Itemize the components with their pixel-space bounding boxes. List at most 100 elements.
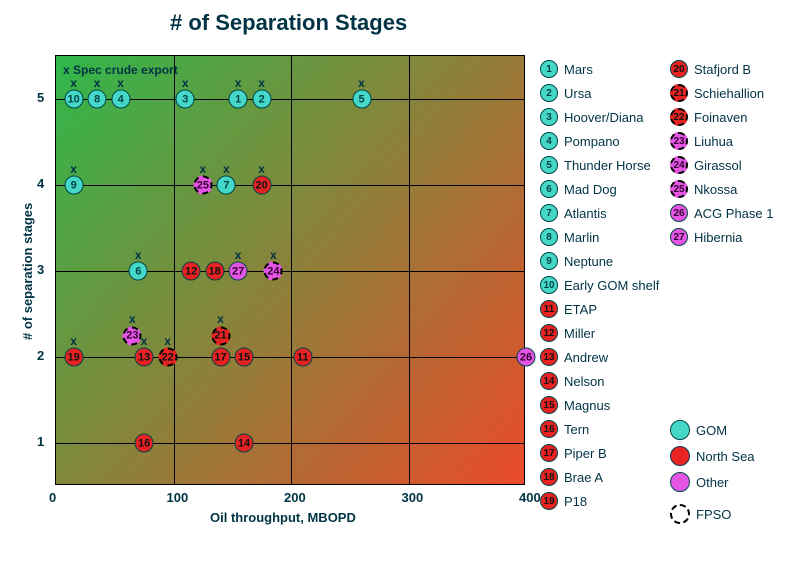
data-point-2: 2 (252, 90, 271, 109)
legend-label: ACG Phase 1 (694, 206, 774, 221)
legend-marker: 6 (540, 180, 558, 198)
legend-category-label: Other (696, 475, 729, 490)
spec-marker: x (217, 312, 224, 326)
data-point-27: 27 (229, 262, 248, 281)
legend-label: Atlantis (564, 206, 607, 221)
legend-item-13: 13 Andrew (540, 348, 608, 366)
legend-marker: 1 (540, 60, 558, 78)
legend-item-25: 25 Nkossa (670, 180, 737, 198)
legend-label: Miller (564, 326, 595, 341)
spec-marker: x (258, 162, 265, 176)
legend-label: Thunder Horse (564, 158, 651, 173)
legend-label: Magnus (564, 398, 610, 413)
gridline-vertical (174, 56, 175, 484)
legend-item-20: 20Stafjord B (670, 60, 751, 78)
legend-marker: 25 (670, 180, 688, 198)
legend-item-9: 9Neptune (540, 252, 613, 270)
legend-marker: 16 (540, 420, 558, 438)
data-point-26: 26 (517, 348, 536, 367)
spec-marker: x (164, 334, 171, 348)
legend-item-17: 17Piper B (540, 444, 607, 462)
legend-item-15: 15Magnus (540, 396, 610, 414)
legend-item-8: 8Marlin (540, 228, 599, 246)
data-point-1: 1 (229, 90, 248, 109)
legend-label: Brae A (564, 470, 603, 485)
legend-marker: 2 (540, 84, 558, 102)
data-point-12: 12 (182, 262, 201, 281)
data-point-11: 11 (293, 348, 312, 367)
legend-marker: 24 (670, 156, 688, 174)
data-point-18: 18 (205, 262, 224, 281)
spec-marker: x (270, 248, 277, 262)
legend-item-3: 3 Hoover/Diana (540, 108, 644, 126)
legend-label: Liuhua (694, 134, 733, 149)
gridline-horizontal (56, 185, 524, 186)
data-point-5: 5 (352, 90, 371, 109)
y-tick: 2 (37, 348, 44, 363)
data-point-16: 16 (135, 434, 154, 453)
legend-label: Foinaven (694, 110, 747, 125)
x-tick: 0 (49, 490, 56, 505)
data-point-13: 13 (135, 348, 154, 367)
spec-marker: x (258, 76, 265, 90)
legend-item-26: 26 ACG Phase 1 (670, 204, 774, 222)
x-tick: 400 (519, 490, 541, 505)
legend-marker: 26 (670, 204, 688, 222)
legend-item-5: 5Thunder Horse (540, 156, 651, 174)
spec-marker: x (358, 76, 365, 90)
legend-item-19: 19P18 (540, 492, 587, 510)
legend-label: Early GOM shelf (564, 278, 659, 293)
legend-label: Nkossa (694, 182, 737, 197)
data-point-10: 10 (64, 90, 83, 109)
legend-item-6: 6Mad Dog (540, 180, 617, 198)
data-point-20: 20 (252, 176, 271, 195)
legend-category-NorthSea: North Sea (670, 446, 755, 466)
data-point-4: 4 (111, 90, 130, 109)
legend-marker: 11 (540, 300, 558, 318)
data-point-8: 8 (88, 90, 107, 109)
legend-item-22: 22 Foinaven (670, 108, 747, 126)
legend-item-7: 7Atlantis (540, 204, 607, 222)
legend-label: Ursa (564, 86, 591, 101)
plot-background (56, 56, 524, 484)
legend-label: Nelson (564, 374, 604, 389)
legend-category-GOM: GOM (670, 420, 727, 440)
legend-category-marker (670, 420, 690, 440)
gridline-vertical (409, 56, 410, 484)
legend-item-16: 16 Tern (540, 420, 589, 438)
spec-marker: x (117, 76, 124, 90)
data-point-21: 21 (211, 326, 230, 345)
legend-marker: 8 (540, 228, 558, 246)
legend-label: Schiehallion (694, 86, 764, 101)
spec-marker: x (94, 76, 101, 90)
legend-item-18: 18 Brae A (540, 468, 603, 486)
legend-item-1: 1 Mars (540, 60, 593, 78)
legend-item-14: 14Nelson (540, 372, 604, 390)
legend-label: Mars (564, 62, 593, 77)
legend-marker: 10 (540, 276, 558, 294)
legend-marker: 22 (670, 108, 688, 126)
legend-label: Tern (564, 422, 589, 437)
gridline-horizontal (56, 443, 524, 444)
legend-marker: 12 (540, 324, 558, 342)
legend-item-10: 10 Early GOM shelf (540, 276, 659, 294)
legend-fpso-marker (670, 504, 690, 524)
legend-marker: 17 (540, 444, 558, 462)
legend-marker: 3 (540, 108, 558, 126)
legend-marker: 18 (540, 468, 558, 486)
legend-label: Andrew (564, 350, 608, 365)
legend-label: Hoover/Diana (564, 110, 644, 125)
gridline-horizontal (56, 357, 524, 358)
legend-marker: 4 (540, 132, 558, 150)
spec-marker: x (182, 76, 189, 90)
legend-marker: 19 (540, 492, 558, 510)
y-tick: 3 (37, 262, 44, 277)
legend-marker: 9 (540, 252, 558, 270)
legend-marker: 13 (540, 348, 558, 366)
legend-category-label: GOM (696, 423, 727, 438)
data-point-23: 23 (123, 326, 142, 345)
legend-fpso-label: FPSO (696, 507, 731, 522)
spec-marker: x (70, 334, 77, 348)
data-point-7: 7 (217, 176, 236, 195)
data-point-24: 24 (264, 262, 283, 281)
